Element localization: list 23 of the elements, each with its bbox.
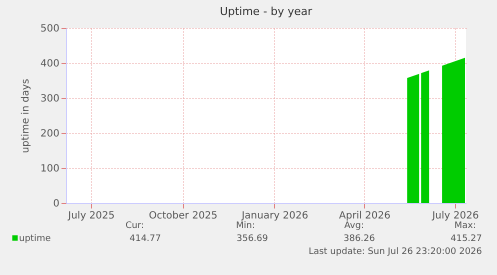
y-tick-label: 500 [40,24,60,34]
legend-label: uptime [19,234,52,244]
text: 386.26 [344,234,376,244]
text: Max: [454,221,476,231]
text: Last update: Sun Jul 26 23:20:00 2026 [308,247,482,257]
y-tick-label: 200 [40,128,60,140]
text: Avg: [344,221,364,231]
x-tick-label: January 2026 [240,210,308,222]
text: 414.77 [130,234,161,244]
text: 415.27 [450,234,482,244]
x-tick-label: July 2026 [431,210,479,222]
y-axis-title: uptime in days [20,78,32,154]
y-tick-label: 100 [40,164,60,174]
text: 356.69 [236,234,268,244]
y-tick-label: 0 [53,198,60,210]
y-tick-label: 300 [40,94,60,104]
x-tick-label: April 2026 [339,210,390,222]
x-tick-label: October 2025 [148,210,218,222]
y-tick-label: 400 [40,58,60,70]
chart-title: Uptime - by year [220,5,313,18]
text: Cur: [125,221,144,231]
x-tick-label: July 2025 [67,210,115,222]
text: Min: [236,221,255,231]
